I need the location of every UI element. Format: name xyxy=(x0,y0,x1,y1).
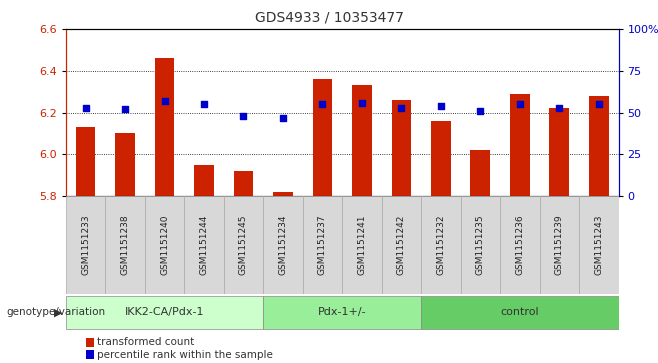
Bar xyxy=(76,127,95,196)
Text: GSM1151243: GSM1151243 xyxy=(594,215,603,275)
FancyBboxPatch shape xyxy=(105,196,145,294)
Bar xyxy=(431,121,451,196)
Point xyxy=(120,106,130,112)
Text: transformed count: transformed count xyxy=(97,337,195,347)
Text: control: control xyxy=(501,307,539,317)
Bar xyxy=(313,79,332,196)
Text: IKK2-CA/Pdx-1: IKK2-CA/Pdx-1 xyxy=(125,307,204,317)
Bar xyxy=(392,100,411,196)
FancyBboxPatch shape xyxy=(66,296,263,329)
Point xyxy=(80,105,91,110)
Bar xyxy=(273,192,293,196)
Bar xyxy=(470,150,490,196)
Point xyxy=(278,115,288,121)
FancyBboxPatch shape xyxy=(263,196,303,294)
FancyBboxPatch shape xyxy=(421,296,619,329)
Bar xyxy=(549,108,569,196)
Point xyxy=(515,101,525,107)
Point xyxy=(357,99,367,105)
Text: Pdx-1+/-: Pdx-1+/- xyxy=(318,307,367,317)
FancyBboxPatch shape xyxy=(303,196,342,294)
Text: GSM1151241: GSM1151241 xyxy=(357,215,367,275)
Bar xyxy=(352,85,372,196)
Text: percentile rank within the sample: percentile rank within the sample xyxy=(97,350,273,360)
Point xyxy=(554,105,565,110)
FancyBboxPatch shape xyxy=(382,196,421,294)
Text: GSM1151233: GSM1151233 xyxy=(81,215,90,276)
Text: GSM1151239: GSM1151239 xyxy=(555,215,564,276)
FancyBboxPatch shape xyxy=(579,196,619,294)
Bar xyxy=(234,171,253,196)
Text: GSM1151240: GSM1151240 xyxy=(160,215,169,275)
FancyBboxPatch shape xyxy=(461,196,500,294)
Text: ▶: ▶ xyxy=(54,307,63,317)
Bar xyxy=(155,58,174,196)
Point xyxy=(396,105,407,110)
Point xyxy=(159,98,170,104)
Point xyxy=(436,103,446,109)
Text: GSM1151236: GSM1151236 xyxy=(515,215,524,276)
Text: GSM1151238: GSM1151238 xyxy=(120,215,130,276)
FancyBboxPatch shape xyxy=(421,196,461,294)
Point xyxy=(317,101,328,107)
FancyBboxPatch shape xyxy=(184,196,224,294)
FancyBboxPatch shape xyxy=(145,196,184,294)
Text: GSM1151237: GSM1151237 xyxy=(318,215,327,276)
FancyBboxPatch shape xyxy=(540,196,579,294)
Text: genotype/variation: genotype/variation xyxy=(7,307,106,317)
Point xyxy=(475,108,486,114)
FancyBboxPatch shape xyxy=(66,196,105,294)
FancyBboxPatch shape xyxy=(224,196,263,294)
Point xyxy=(199,101,209,107)
Point xyxy=(594,101,604,107)
Bar xyxy=(115,133,135,196)
Text: GSM1151242: GSM1151242 xyxy=(397,215,406,275)
Text: GDS4933 / 10353477: GDS4933 / 10353477 xyxy=(255,11,403,25)
FancyBboxPatch shape xyxy=(263,296,421,329)
FancyBboxPatch shape xyxy=(342,196,382,294)
Point xyxy=(238,113,249,119)
Text: GSM1151235: GSM1151235 xyxy=(476,215,485,276)
Text: GSM1151244: GSM1151244 xyxy=(199,215,209,275)
FancyBboxPatch shape xyxy=(500,196,540,294)
Text: GSM1151232: GSM1151232 xyxy=(436,215,445,275)
Bar xyxy=(194,165,214,196)
Bar xyxy=(589,96,609,196)
Bar xyxy=(510,94,530,196)
Text: GSM1151234: GSM1151234 xyxy=(278,215,288,275)
Text: GSM1151245: GSM1151245 xyxy=(239,215,248,275)
